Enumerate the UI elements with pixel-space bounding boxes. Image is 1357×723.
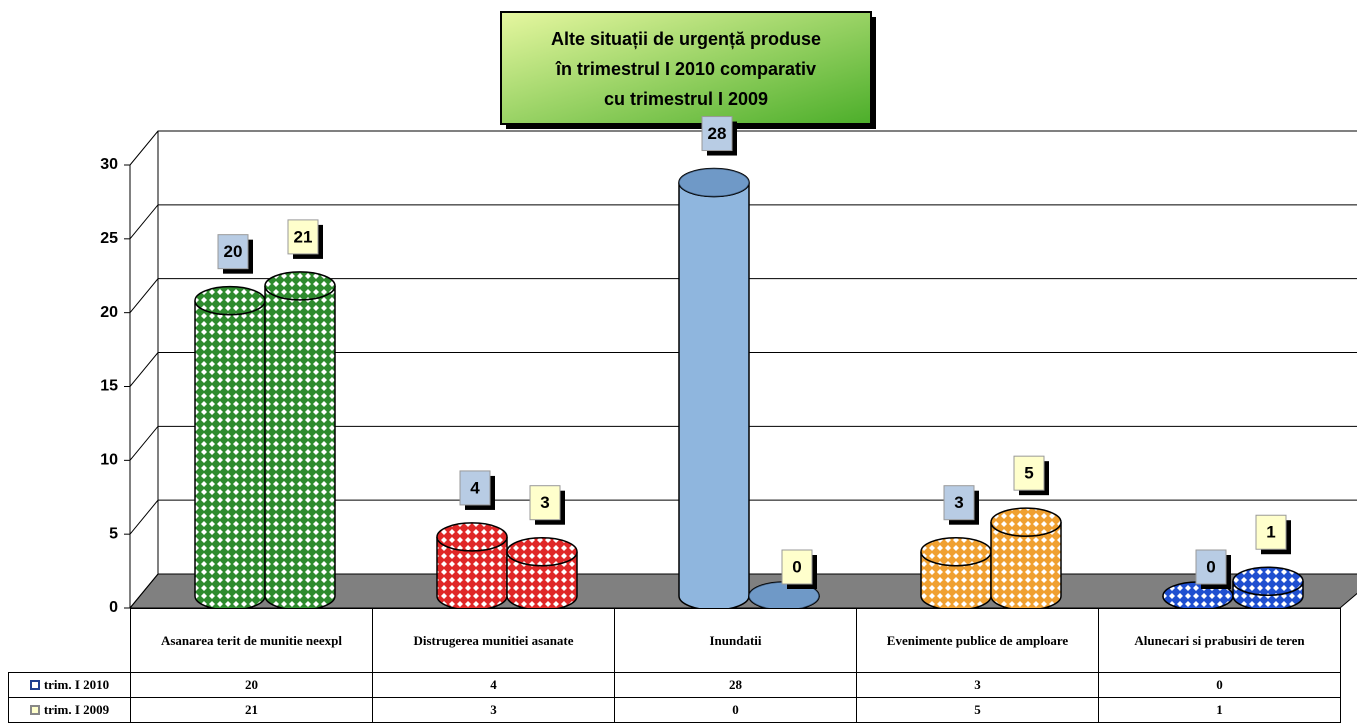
table-cell-text: 28	[729, 677, 742, 692]
y-tick-label: 30	[100, 156, 118, 173]
legend-key	[29, 680, 40, 690]
data-label-box	[701, 116, 733, 152]
table-header: Evenimente publice de amploare	[856, 608, 1099, 673]
cylinder-top	[194, 285, 266, 316]
y-tick-label: 0	[109, 599, 118, 616]
data-label: 0	[792, 557, 801, 576]
data-label: 4	[470, 478, 480, 497]
table-cell: 1	[1098, 697, 1341, 723]
grid-line	[129, 278, 1357, 313]
cylinder-top	[506, 536, 578, 567]
table-cell-text: 3	[490, 702, 497, 717]
grid-line	[129, 204, 1357, 240]
table-cell-text: 3	[974, 677, 981, 692]
table-cell: 20	[130, 672, 373, 698]
data-label-box	[1195, 549, 1227, 585]
table-cell-text: 1	[1216, 702, 1223, 717]
cylinder	[194, 300, 266, 611]
data-label: 21	[294, 227, 313, 246]
cylinder-top	[436, 522, 508, 552]
table-cell-text: 4	[490, 677, 497, 692]
cylinder	[678, 182, 750, 611]
table-cell: 3	[372, 697, 615, 723]
table-header: Inundatii	[614, 608, 857, 673]
data-label: 0	[1206, 557, 1215, 576]
legend-key	[29, 705, 40, 715]
legend-entry: trim. I 2009	[8, 697, 131, 723]
cylinder-top	[1232, 566, 1304, 596]
table-cell: 0	[614, 697, 857, 723]
table-cell: 0	[1098, 672, 1341, 698]
table-cell: 4	[372, 672, 615, 698]
chart-title: cu trimestrul I 2009	[604, 89, 768, 109]
legend-entry-text: trim. I 2010	[43, 677, 110, 692]
y-tick-label: 5	[109, 525, 118, 542]
table-cell-text: 21	[245, 702, 258, 717]
y-tick-label: 20	[100, 304, 118, 321]
table-header: Distrugerea munitiei asanate	[372, 608, 615, 673]
table-header-text: Distrugerea munitiei asanate	[413, 632, 574, 648]
legend-entry: trim. I 2010	[8, 672, 131, 698]
data-label: 3	[954, 493, 963, 512]
table-header-text: Evenimente publice de amploare	[886, 632, 1069, 648]
data-label: 5	[1024, 464, 1033, 483]
table-cell-text: 5	[974, 702, 981, 717]
data-label-box	[529, 485, 561, 521]
table-cell-text: 20	[245, 677, 258, 692]
data-label-box	[1255, 514, 1287, 550]
data-label: 1	[1266, 523, 1275, 542]
data-label: 20	[224, 242, 243, 261]
table-cell-text: 0	[1216, 677, 1223, 692]
y-tick-label: 25	[100, 230, 118, 247]
data-label: 3	[540, 493, 549, 512]
table-header-text: Alunecari si prabusiri de teren	[1134, 632, 1305, 648]
grid-line	[129, 352, 1357, 387]
table-cell-text: 0	[732, 702, 739, 717]
chart-title: Alte situații de urgență produse	[551, 29, 821, 49]
table-header: Asanarea terit de munitie neexpl	[130, 608, 373, 673]
grid-line	[129, 425, 1357, 461]
legend-entry-text: trim. I 2009	[43, 702, 110, 717]
data-label: 28	[708, 124, 727, 143]
cylinder-top	[264, 271, 336, 301]
table-header-text: Asanarea terit de munitie neexpl	[160, 632, 343, 648]
data-label-box	[781, 549, 813, 585]
data-label-box	[1013, 455, 1045, 491]
table-cell: 28	[614, 672, 857, 698]
cylinder	[264, 285, 336, 611]
title-box	[500, 11, 872, 125]
cylinder-top	[920, 536, 992, 567]
data-label-box	[459, 470, 491, 506]
table-header-text: Inundatii	[709, 632, 762, 648]
grid-line	[129, 130, 1357, 166]
y-tick-label: 10	[100, 452, 118, 469]
data-label-box	[287, 219, 319, 255]
cylinder-top	[990, 507, 1062, 537]
cylinder-top-shade	[679, 168, 749, 197]
table-cell: 5	[856, 697, 1099, 723]
data-label-box	[217, 234, 249, 270]
y-tick-label: 15	[100, 378, 118, 395]
chart-title: în trimestrul I 2010 comparativ	[555, 59, 816, 79]
data-label-box	[943, 485, 975, 521]
table-cell: 21	[130, 697, 373, 723]
table-cell: 3	[856, 672, 1099, 698]
table-header: Alunecari si prabusiri de teren	[1098, 608, 1341, 673]
